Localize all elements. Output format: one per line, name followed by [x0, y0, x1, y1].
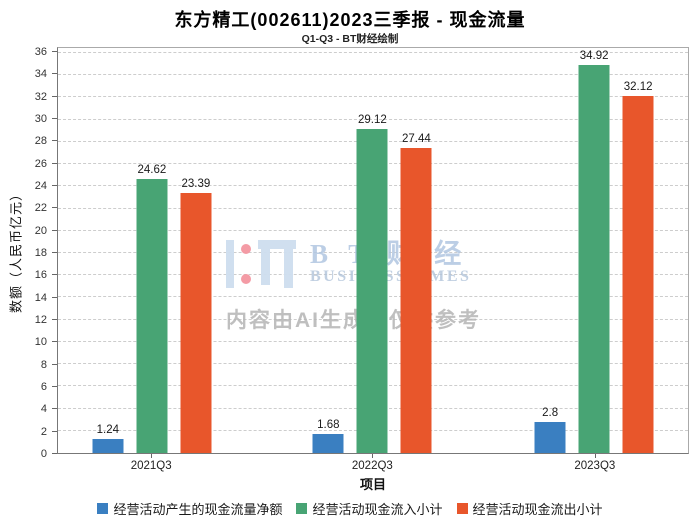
y-tick-mark [52, 319, 57, 321]
y-tick-label: 8 [40, 358, 47, 371]
bar: 2.8 [534, 407, 566, 453]
y-tick-label: 0 [40, 448, 47, 460]
bar: 23.39 [180, 178, 212, 453]
bar-group-2022Q3: 1.68 29.12 27.44 [312, 48, 432, 453]
y-tick-mark [52, 453, 57, 454]
y-tick-mark [52, 274, 57, 276]
y-tick-mark [52, 229, 57, 231]
y-tick-mark [52, 73, 57, 75]
y-tick-mark [52, 185, 57, 187]
chart-subtitle: Q1-Q3 - BT财经绘制 [301, 33, 399, 45]
legend-label: 经营活动现金流入小计 [312, 502, 443, 517]
y-tick-label: 28 [34, 135, 47, 148]
x-axis-title: 项目 [359, 477, 386, 492]
y-tick-label: 32 [34, 90, 47, 103]
y-tick-label: 6 [40, 381, 47, 394]
y-tick-label: 20 [34, 224, 47, 237]
y-tick-label: 4 [40, 403, 47, 416]
bars-layer: 1.24 24.62 23.39 1.68 29.12 27.44 2.8 34.92 32.1… [58, 48, 688, 453]
y-tick-mark [52, 162, 57, 164]
bar-group-2023Q3: 2.8 34.92 32.12 [534, 48, 654, 453]
bar-value-label: 27.44 [401, 133, 431, 146]
y-tick-mark [52, 140, 57, 142]
y-tick-mark [52, 118, 57, 120]
y-tick-mark [52, 430, 57, 432]
y-tick-label: 30 [34, 113, 47, 126]
legend-label: 经营活动现金流出小计 [472, 502, 603, 517]
bar-value-label: 2.8 [542, 406, 559, 419]
y-tick-label: 10 [34, 336, 47, 349]
y-tick-label: 22 [34, 202, 47, 215]
bar-value-label: 23.39 [181, 178, 211, 191]
x-tick-label: 2022Q3 [351, 460, 393, 472]
bar: 24.62 [136, 164, 168, 453]
y-tick-label: 24 [34, 180, 47, 193]
bar: 32.12 [622, 81, 654, 453]
gridline [58, 52, 688, 53]
bar-value-label: 29.12 [357, 114, 387, 127]
gridline [58, 118, 688, 120]
legend: 经营活动产生的现金流量净额 经营活动现金流入小计 经营活动现金流出小计 [0, 499, 700, 518]
y-tick-mark [52, 408, 57, 410]
x-axis: 2021Q3 2022Q3 2023Q3 [57, 454, 689, 476]
legend-swatch [296, 503, 308, 514]
y-tick-label: 26 [34, 157, 47, 170]
y-tick-label: 14 [34, 291, 47, 304]
bar-value-label: 1.24 [96, 424, 120, 437]
bar: 29.12 [356, 114, 388, 453]
x-tick-mark [594, 454, 596, 458]
y-tick-label: 2 [40, 425, 47, 438]
chart-title: 东方精工(002611)2023三季报 - 现金流量 [174, 10, 526, 30]
plot-area: B T 财 经 BUSINESSTIMES 内容由AI生成，仅供参考 1.24 2… [57, 47, 689, 454]
x-tick-label: 2021Q3 [130, 460, 172, 472]
y-tick-mark [52, 95, 57, 97]
bar: 34.92 [578, 50, 610, 453]
bar: 1.24 [92, 424, 124, 453]
gridline [58, 96, 688, 98]
y-tick-label: 12 [34, 314, 47, 327]
bar-value-label: 24.62 [137, 164, 167, 177]
y-tick-mark [52, 252, 57, 254]
bar-value-label: 32.12 [623, 81, 653, 94]
y-tick-mark [52, 296, 57, 298]
legend-swatch [97, 503, 109, 514]
legend-item-2: 经营活动现金流出小计 [456, 499, 603, 518]
x-tick-label: 2023Q3 [574, 460, 616, 472]
legend-label: 经营活动产生的现金流量净额 [113, 502, 283, 517]
y-tick-mark [52, 363, 57, 365]
y-tick-label: 18 [34, 247, 47, 260]
x-tick-mark [151, 454, 153, 458]
legend-item-0: 经营活动产生的现金流量净额 [97, 499, 282, 518]
y-tick-mark [52, 341, 57, 343]
y-tick-mark [52, 207, 57, 209]
y-tick-label: 34 [34, 68, 47, 81]
bar: 27.44 [400, 133, 432, 453]
bar-value-label: 34.92 [579, 50, 609, 62]
y-tick-label: 16 [34, 269, 47, 282]
y-tick-mark [52, 386, 57, 388]
y-axis: 0 2 4 6 8 10 12 14 16 18 20 22 24 26 28 30 32 34 36 [0, 46, 57, 460]
y-tick-mark [52, 51, 57, 53]
gridline [58, 74, 688, 76]
bar: 1.68 [312, 419, 344, 453]
x-tick-mark [372, 454, 374, 458]
bar-group-2021Q3: 1.24 24.62 23.39 [92, 48, 212, 453]
bar-value-label: 1.68 [317, 419, 340, 432]
legend-item-1: 经营活动现金流入小计 [296, 499, 443, 518]
legend-swatch [456, 503, 468, 514]
y-tick-label: 36 [34, 46, 47, 59]
